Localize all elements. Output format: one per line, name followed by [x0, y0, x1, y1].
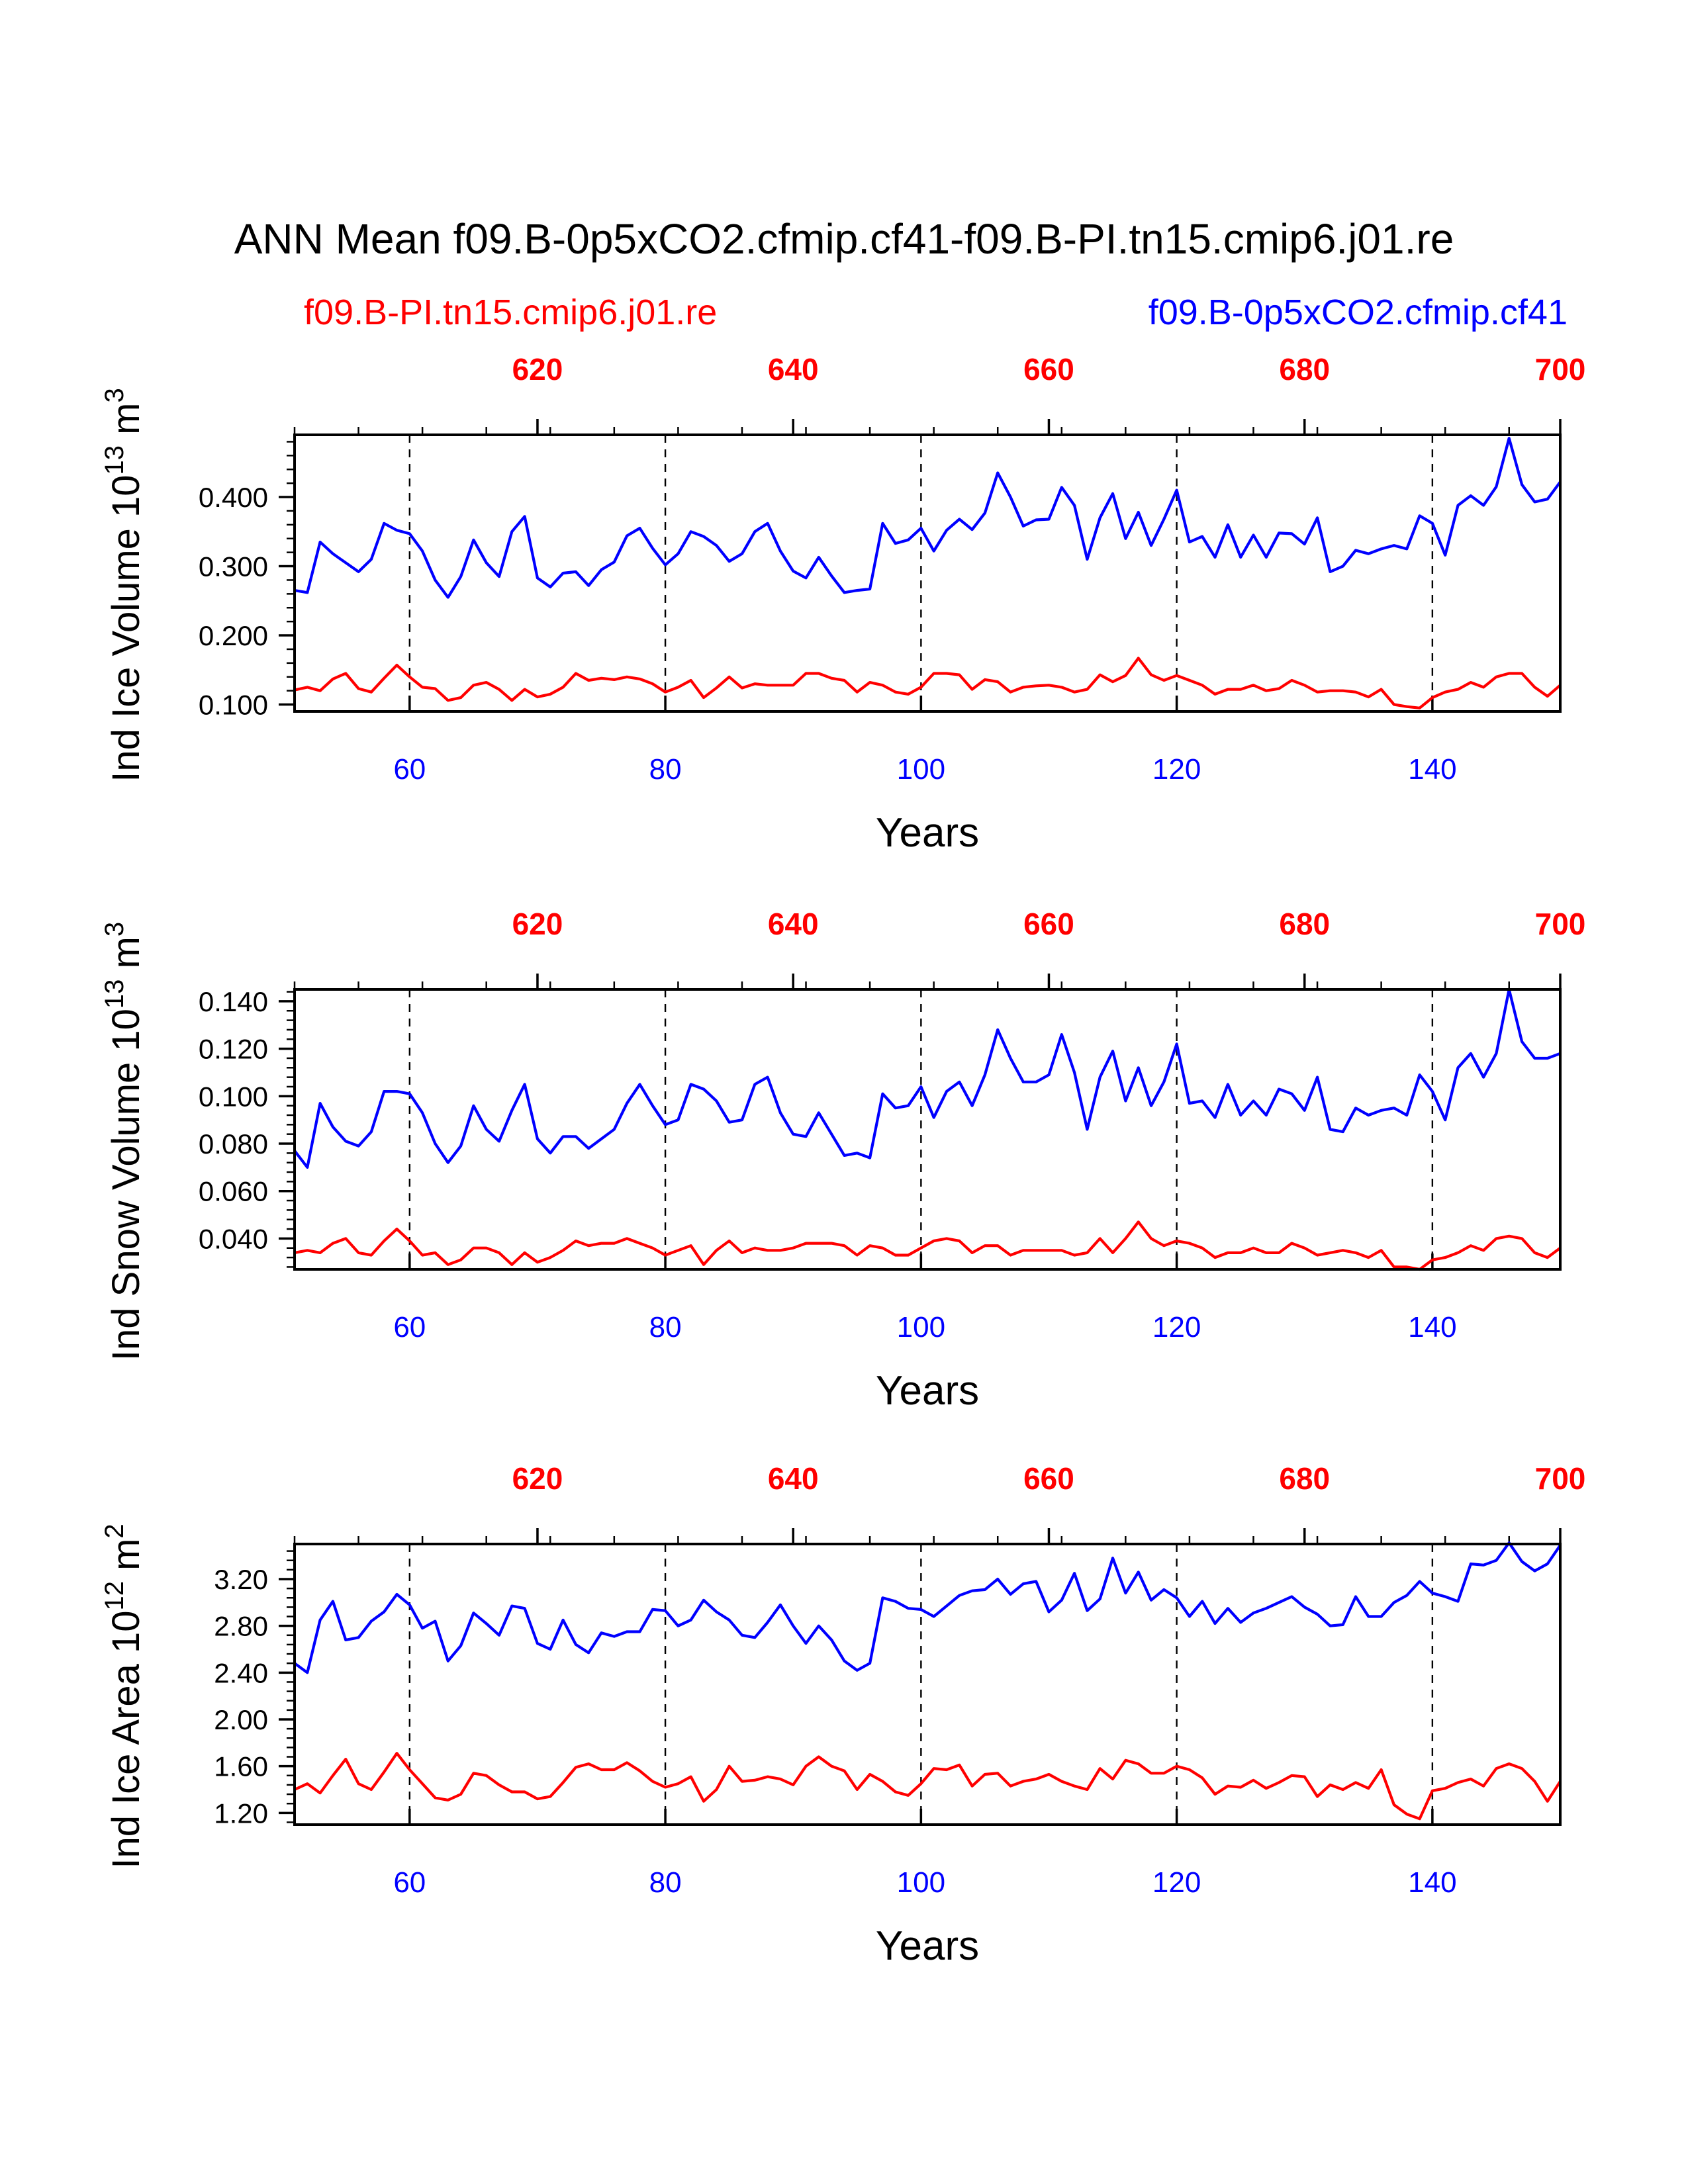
figure-title: ANN Mean f09.B-0p5xCO2.cfmip.cf41-f09.B-… — [234, 215, 1454, 263]
x-tick-label-top: 640 — [768, 1461, 819, 1496]
x-axis-label: Years — [876, 1368, 979, 1414]
x-tick-label-bottom: 100 — [897, 753, 945, 786]
x-tick-label-top: 640 — [768, 352, 819, 387]
x-tick-label-top: 640 — [768, 907, 819, 941]
x-tick-label-bottom: 80 — [649, 1311, 682, 1343]
plot-frame — [293, 1543, 1562, 1826]
x-tick-label-bottom: 100 — [897, 1866, 945, 1899]
y-tick-label: 2.40 — [214, 1657, 268, 1688]
y-tick-label: 0.300 — [199, 551, 268, 582]
y-tick-label: 0.080 — [199, 1128, 268, 1160]
y-axis-label: Ind Ice Area 1012 m2 — [100, 1524, 148, 1868]
x-tick-label-top: 660 — [1023, 1461, 1074, 1496]
x-tick-label-bottom: 140 — [1408, 1311, 1456, 1343]
x-tick-label-top: 620 — [512, 907, 563, 941]
plot-frame — [293, 988, 1562, 1271]
y-tick-label: 0.200 — [199, 620, 268, 651]
x-tick-label-top: 680 — [1279, 907, 1330, 941]
x-tick-label-top: 660 — [1023, 352, 1074, 387]
x-tick-label-top: 620 — [512, 352, 563, 387]
y-tick-label: 0.060 — [199, 1176, 268, 1207]
x-axis-label: Years — [876, 810, 979, 856]
x-axis-label: Years — [876, 1923, 979, 1969]
y-tick-label: 3.20 — [214, 1564, 268, 1595]
x-tick-label-top: 620 — [512, 1461, 563, 1496]
x-tick-label-bottom: 120 — [1152, 1866, 1201, 1899]
series-line-experiment — [293, 1541, 1562, 1674]
x-tick-label-bottom: 140 — [1408, 753, 1456, 786]
x-tick-label-top: 700 — [1535, 1461, 1586, 1496]
panel-ice-area: 60 80 100 120 140 620 640 660 680 700 1.20 1.60 2.00… — [100, 1461, 1585, 1969]
x-tick-label-bottom: 60 — [393, 753, 426, 786]
y-tick-label: 2.80 — [214, 1611, 268, 1642]
x-tick-label-top: 680 — [1279, 352, 1330, 387]
x-tick-label-bottom: 140 — [1408, 1866, 1456, 1899]
y-tick-label: 0.100 — [199, 1081, 268, 1112]
panel-snow-volume: 60 80 100 120 140 620 640 660 680 700 0.040 0.060 0.… — [100, 907, 1585, 1414]
x-tick-label-bottom: 60 — [393, 1311, 426, 1343]
y-axis-label: Ind Ice Volume 1013 m3 — [100, 388, 148, 782]
x-tick-label-bottom: 80 — [649, 753, 682, 786]
y-tick-label: 0.100 — [199, 690, 268, 721]
legend-control-label: f09.B-PI.tn15.cmip6.j01.re — [304, 293, 717, 332]
x-tick-label-bottom: 120 — [1152, 753, 1201, 786]
y-tick-label: 0.140 — [199, 986, 268, 1017]
x-tick-label-bottom: 120 — [1152, 1311, 1201, 1343]
x-tick-label-top: 660 — [1023, 907, 1074, 941]
y-tick-label: 1.20 — [214, 1797, 268, 1829]
y-tick-label: 2.00 — [214, 1704, 268, 1735]
panel-ice-volume: 60 80 100 120 140 620 640 660 680 700 0.100 0.200 0.… — [100, 352, 1585, 856]
series-line-control — [294, 1752, 1562, 1821]
plot-frame — [293, 433, 1562, 713]
y-axis-label: Ind Snow Volume 1013 m3 — [100, 922, 148, 1361]
x-tick-label-bottom: 60 — [393, 1866, 426, 1899]
y-tick-label: 0.120 — [199, 1034, 268, 1065]
x-tick-label-bottom: 100 — [897, 1311, 945, 1343]
series-line-experiment — [294, 437, 1562, 599]
legend-experiment-label: f09.B-0p5xCO2.cfmip.cf41 — [1149, 293, 1568, 332]
x-tick-label-bottom: 80 — [649, 1866, 682, 1899]
series-line-control — [294, 1220, 1562, 1271]
series-line-experiment — [293, 987, 1561, 1169]
y-tick-label: 1.60 — [214, 1751, 268, 1782]
series-line-control — [294, 657, 1562, 709]
x-tick-label-top: 700 — [1535, 907, 1586, 941]
y-tick-label: 0.400 — [199, 482, 268, 513]
x-tick-label-top: 680 — [1279, 1461, 1330, 1496]
x-tick-label-top: 700 — [1535, 352, 1586, 387]
y-tick-label: 0.040 — [199, 1223, 268, 1254]
